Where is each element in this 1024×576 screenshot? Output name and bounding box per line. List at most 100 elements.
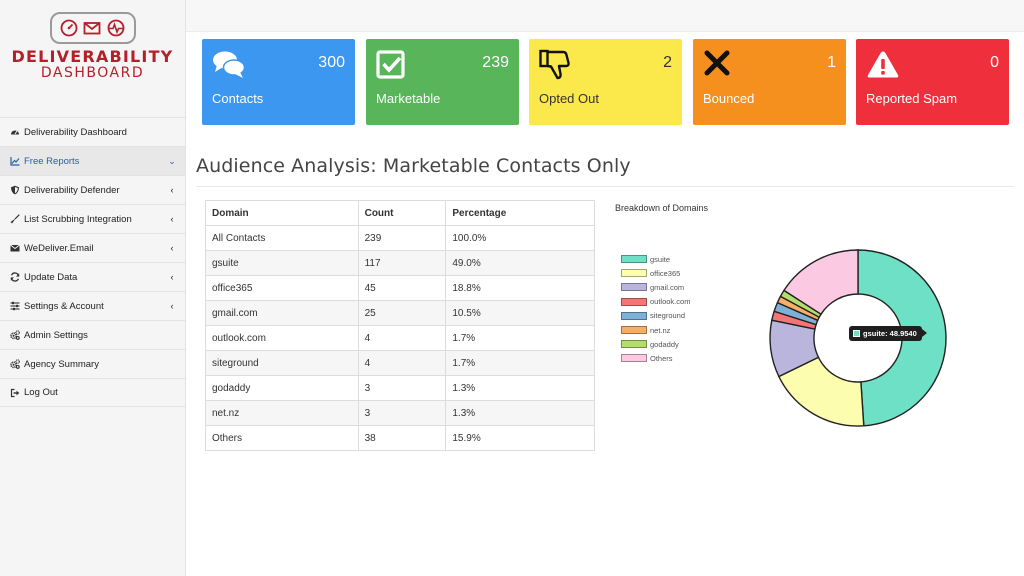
sign-out-icon bbox=[9, 387, 21, 399]
sidebar-item-deliverability-defender[interactable]: Deliverability Defender ‹ bbox=[0, 175, 185, 204]
sidebar-item-label: Deliverability Dashboard bbox=[24, 126, 127, 138]
legend-item[interactable]: Others bbox=[621, 351, 690, 365]
top-bar bbox=[186, 0, 1024, 32]
contacts-label: Contacts bbox=[212, 91, 264, 106]
chevron-left-icon: ‹ bbox=[170, 272, 174, 282]
opted-out-label: Opted Out bbox=[539, 91, 599, 106]
sidebar-item-label: WeDeliver.Email bbox=[24, 242, 94, 254]
legend-item[interactable]: siteground bbox=[621, 309, 690, 323]
legend-item[interactable]: gmail.com bbox=[621, 280, 690, 294]
cogs-icon bbox=[9, 358, 21, 370]
cogs-icon bbox=[9, 329, 21, 341]
cell-domain: gsuite bbox=[205, 250, 359, 276]
check-square-icon bbox=[376, 50, 405, 79]
line-chart-icon bbox=[9, 155, 21, 167]
table-row: outlook.com 4 1.7% bbox=[205, 325, 595, 351]
legend-swatch bbox=[621, 269, 647, 278]
chart-slice-gsuite[interactable] bbox=[857, 249, 947, 427]
cell-domain: godaddy bbox=[205, 375, 359, 401]
marketable-label: Marketable bbox=[376, 91, 441, 106]
legend-item[interactable]: gsuite bbox=[621, 252, 690, 266]
sidebar-item-admin-settings[interactable]: Admin Settings bbox=[0, 320, 185, 349]
cell-percentage: 49.0% bbox=[445, 250, 595, 276]
gauge-icon bbox=[60, 19, 78, 37]
legend-swatch bbox=[621, 340, 647, 349]
legend-item[interactable]: net.nz bbox=[621, 323, 690, 337]
sidebar: DELIVERABILITY DASHBOARD Deliverability … bbox=[0, 0, 186, 576]
cell-count: 38 bbox=[357, 425, 447, 451]
legend-swatch bbox=[621, 283, 647, 292]
logo[interactable]: DELIVERABILITY DASHBOARD bbox=[0, 0, 185, 117]
table-row: siteground 4 1.7% bbox=[205, 350, 595, 376]
legend-swatch bbox=[621, 354, 647, 363]
sidebar-item-free-reports[interactable]: Free Reports ⌄ bbox=[0, 146, 185, 175]
reported-spam-card[interactable]: 0 Reported Spam bbox=[856, 39, 1009, 125]
marketable-card[interactable]: 239 Marketable bbox=[366, 39, 519, 125]
sidebar-item-label: Settings & Account bbox=[24, 300, 104, 312]
sidebar-item-wedeliver-email[interactable]: WeDeliver.Email ‹ bbox=[0, 233, 185, 262]
bounced-label: Bounced bbox=[703, 91, 755, 106]
legend-label: gmail.com bbox=[650, 282, 685, 292]
shield-icon bbox=[9, 184, 21, 196]
chart-slice-others[interactable] bbox=[783, 249, 859, 316]
cell-percentage: 18.8% bbox=[445, 275, 595, 301]
cell-domain: Others bbox=[205, 425, 359, 451]
sidebar-item-deliverability-dashboard[interactable]: Deliverability Dashboard bbox=[0, 117, 185, 146]
contacts-count: 300 bbox=[318, 54, 345, 71]
sidebar-item-settings-account[interactable]: Settings & Account ‹ bbox=[0, 291, 185, 320]
legend-item[interactable]: godaddy bbox=[621, 337, 690, 351]
sliders-icon bbox=[9, 300, 21, 312]
legend-label: net.nz bbox=[650, 325, 671, 335]
table-row: gmail.com 25 10.5% bbox=[205, 300, 595, 326]
divider bbox=[196, 186, 1014, 187]
chart-legend: gsuite office365 gmail.com outlook.com siteg… bbox=[621, 252, 690, 366]
dashboard-icon bbox=[9, 126, 21, 138]
sidebar-item-update-data[interactable]: Update Data ‹ bbox=[0, 262, 185, 291]
cell-percentage: 1.7% bbox=[445, 350, 595, 376]
legend-label: outlook.com bbox=[650, 297, 691, 307]
opted-out-count: 2 bbox=[663, 54, 672, 71]
marketable-count: 239 bbox=[482, 54, 509, 71]
column-header-domain[interactable]: Domain bbox=[205, 200, 359, 226]
reported-spam-label: Reported Spam bbox=[866, 91, 958, 106]
column-header-count[interactable]: Count bbox=[357, 200, 447, 226]
opted-out-card[interactable]: 2 Opted Out bbox=[529, 39, 682, 125]
envelope-icon bbox=[9, 242, 21, 254]
refresh-icon bbox=[9, 271, 21, 283]
cell-count: 239 bbox=[357, 225, 447, 251]
sidebar-item-agency-summary[interactable]: Agency Summary bbox=[0, 349, 185, 378]
table-row: All Contacts 239 100.0% bbox=[205, 225, 595, 251]
x-icon bbox=[704, 50, 730, 76]
chart-title: Breakdown of Domains bbox=[615, 203, 709, 213]
table-row: Others 38 15.9% bbox=[205, 425, 595, 451]
warning-icon bbox=[867, 51, 899, 78]
cell-count: 45 bbox=[357, 275, 447, 301]
reported-spam-count: 0 bbox=[990, 54, 999, 71]
tooltip-swatch bbox=[853, 330, 860, 337]
legend-item[interactable]: office365 bbox=[621, 266, 690, 280]
sidebar-item-log-out[interactable]: Log Out bbox=[0, 378, 185, 407]
bounced-card[interactable]: 1 Bounced bbox=[693, 39, 846, 125]
chart-tooltip: gsuite: 48.9540 bbox=[849, 326, 927, 341]
legend-label: office365 bbox=[650, 268, 681, 278]
cell-count: 25 bbox=[357, 300, 447, 326]
domain-doughnut-chart bbox=[769, 249, 947, 427]
logo-icon-group bbox=[49, 12, 136, 44]
chevron-left-icon: ‹ bbox=[170, 243, 174, 253]
logo-title: DELIVERABILITY bbox=[11, 47, 174, 66]
cell-percentage: 1.7% bbox=[445, 325, 595, 351]
table-row: office365 45 18.8% bbox=[205, 275, 595, 301]
chevron-left-icon: ‹ bbox=[170, 301, 174, 311]
legend-label: siteground bbox=[650, 311, 686, 321]
comments-icon bbox=[213, 51, 246, 78]
tooltip-text: gsuite: 48.9540 bbox=[863, 329, 917, 338]
cell-percentage: 1.3% bbox=[445, 400, 595, 426]
cell-domain: outlook.com bbox=[205, 325, 359, 351]
contacts-card[interactable]: 300 Contacts bbox=[202, 39, 355, 125]
sidebar-item-list-scrubbing-integration[interactable]: List Scrubbing Integration ‹ bbox=[0, 204, 185, 233]
legend-swatch bbox=[621, 297, 647, 306]
legend-item[interactable]: outlook.com bbox=[621, 295, 690, 309]
column-header-percentage[interactable]: Percentage bbox=[445, 200, 595, 226]
cell-percentage: 15.9% bbox=[445, 425, 595, 451]
sidebar-item-label: Free Reports bbox=[24, 155, 80, 167]
